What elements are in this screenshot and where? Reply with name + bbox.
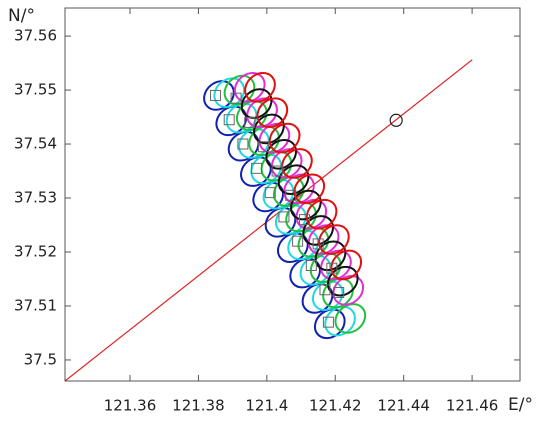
y-tick-label: 37.5 <box>24 350 57 368</box>
contour <box>311 280 344 312</box>
contour <box>268 122 301 154</box>
x-tick-label: 121.42 <box>309 397 362 415</box>
grid-square <box>319 284 331 296</box>
y-tick-label: 37.55 <box>14 81 57 99</box>
grid-square <box>322 316 334 328</box>
plot-area <box>65 59 473 381</box>
contour <box>287 229 319 261</box>
grid-square <box>230 92 242 104</box>
contour <box>320 249 352 281</box>
grid-square <box>305 259 317 271</box>
contour <box>248 125 280 157</box>
contour <box>233 72 266 103</box>
y-tick-label: 37.52 <box>14 242 57 260</box>
grid-square <box>298 214 310 226</box>
contour <box>326 265 359 297</box>
x-tick-label: 121.46 <box>446 397 499 415</box>
contour <box>256 97 289 129</box>
contour <box>262 178 295 210</box>
grid-square <box>264 187 276 199</box>
contour <box>223 74 256 106</box>
x-tick-label: 121.4 <box>245 397 288 415</box>
grid-square <box>312 238 324 250</box>
contour <box>240 88 273 119</box>
contour <box>240 156 272 187</box>
x-axis-label: E/° <box>508 395 533 415</box>
grid-square <box>251 162 263 174</box>
contour <box>258 122 291 154</box>
contour <box>227 130 260 162</box>
contour <box>302 215 334 246</box>
y-tick-label: 37.56 <box>14 27 57 45</box>
grid-square <box>257 141 269 153</box>
reference-line <box>65 59 473 381</box>
contour <box>293 173 326 205</box>
grid-square <box>237 138 249 150</box>
contour <box>289 257 321 289</box>
contour <box>283 173 315 205</box>
plot-frame <box>64 7 521 382</box>
contour <box>244 72 276 103</box>
contour <box>318 224 350 255</box>
contour <box>253 113 285 145</box>
grid-square <box>333 286 345 298</box>
x-tick-label: 121.38 <box>172 397 225 415</box>
x-tick-label: 121.36 <box>104 397 157 415</box>
x-tick-label: 121.44 <box>377 397 430 415</box>
grid-square <box>292 235 304 247</box>
contour <box>330 249 363 281</box>
contour <box>225 102 258 134</box>
contour <box>277 232 309 263</box>
contour <box>324 305 356 337</box>
contour <box>265 138 298 170</box>
contour <box>307 224 340 255</box>
y-tick-label: 37.53 <box>14 189 57 207</box>
grid-square <box>285 189 297 201</box>
grid-square <box>210 89 222 101</box>
contour <box>250 153 282 185</box>
contour <box>270 148 303 179</box>
contour <box>322 277 354 309</box>
contour <box>277 164 310 195</box>
contour <box>203 80 235 111</box>
contour <box>290 189 322 221</box>
contour <box>246 97 278 129</box>
grid-square <box>278 211 290 223</box>
contour <box>272 176 305 207</box>
contour <box>314 240 347 272</box>
contour <box>264 206 297 238</box>
grid-square <box>223 114 235 126</box>
contour <box>238 128 270 159</box>
contour <box>332 274 365 306</box>
y-axis-label: N/° <box>8 6 35 26</box>
contour <box>313 308 346 340</box>
contour <box>215 105 248 137</box>
contour <box>297 226 330 258</box>
contour <box>260 150 293 182</box>
y-tick-label: 37.51 <box>14 296 57 314</box>
grid-square <box>271 165 283 177</box>
grid-square <box>244 116 256 128</box>
contour <box>281 148 313 179</box>
y-tick-label: 37.54 <box>14 135 57 153</box>
contour <box>213 77 246 109</box>
contour <box>309 252 342 283</box>
contour <box>285 201 317 233</box>
contour <box>235 100 268 131</box>
contour <box>334 303 367 334</box>
target-point <box>389 113 403 127</box>
contour <box>252 181 285 213</box>
contour <box>274 204 307 235</box>
grid-square <box>326 262 338 274</box>
